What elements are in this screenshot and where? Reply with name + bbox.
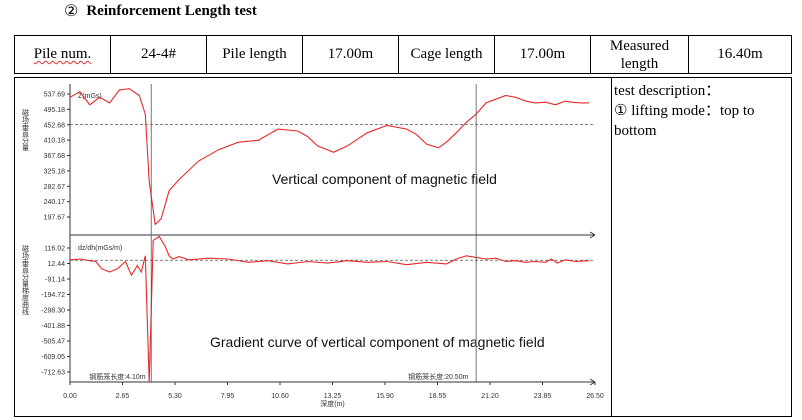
y-axis-title: 磁场垂直分量 [22,108,30,151]
series-line [69,235,590,383]
unit-label: dz/dh(mGs/m) [78,245,122,252]
pile-length-label: Pile length [206,35,303,74]
y-tick-label: -91.14 [45,277,65,284]
pile-length-value: 17.00m [302,35,399,74]
measured-length-value: 16.40m [688,35,792,74]
x-tick-label: 21.20 [481,393,499,400]
y-tick-label: -194.72 [41,292,65,299]
x-tick-label: 13.25 [324,393,342,400]
vertical-component-plot: 537.69 495.18 452.68 410.18 367.68 325.18 282.… [22,84,596,239]
y-tick-label: 12.44 [47,261,65,268]
unit-label: Z(mGs) [78,93,102,100]
result-panel: test description： ① lifting mode：top to … [14,77,792,417]
x-tick-label: 5.30 [168,393,182,400]
axis-arrow [589,231,596,239]
plot-title: Vertical component of magnetic field [272,171,497,187]
cage-length-value: 17.00m [494,35,591,74]
y-tick-label: -401.88 [41,323,65,330]
description-title: test description： [614,83,721,99]
section-heading: ② Reinforcement Length test [64,0,257,22]
section-title: Reinforcement Length test [86,2,257,19]
y-tick-label: 240.17 [44,199,66,206]
series-line [69,88,590,226]
y-tick-label: 367.68 [44,153,66,160]
x-axis-title: 深度(m) [320,399,345,408]
y-tick-label: -609.05 [41,354,65,361]
axis-arrow [589,378,596,386]
gradient-plot: 116.02 12.44 -91.14 -194.72 -298.30 -401.88 -5… [22,234,596,386]
y-tick-label: -712.63 [41,370,65,377]
x-tick-label: 15.90 [376,393,394,400]
x-tick-label: 23.85 [534,393,552,400]
panel-divider [611,78,612,416]
table-row: Pile num. 24-4# Pile length 17.00m Cage … [14,35,792,74]
y-tick-label: 452.68 [44,122,66,129]
cage-length-annotation: 钢筋笼长度:20.50m [408,372,468,381]
cage-length-label: Cage length [398,35,495,74]
measured-label-line-2: length [620,55,659,72]
plot-title: Gradient curve of vertical component of … [210,334,545,350]
depth-axis: 0.00 2.65 5.30 7.95 10.60 13.25 15.90 18.55 21.2… [63,382,604,408]
y-tick-label: 495.18 [44,107,66,114]
measured-label-line-1: Measured [609,37,670,54]
y-tick-label: -298.30 [41,308,65,315]
pile-num-value: 24-4# [110,35,207,74]
x-tick-label: 18.55 [429,393,447,400]
magnetic-field-chart: 537.69 495.18 452.68 410.18 367.68 325.18 282.… [22,84,604,408]
x-tick-label: 10.60 [271,393,289,400]
y-axis-title: 磁场垂直分量梯度曲线 [22,244,30,315]
x-tick-label: 26.50 [586,393,604,400]
test-description: test description： ① lifting mode：top to … [614,81,789,141]
y-tick-label: 116.02 [44,246,65,253]
x-tick-label: 7.95 [221,393,235,400]
pile-num-label: Pile num. [14,35,111,74]
y-tick-label: 325.18 [44,168,66,175]
pile-info-table: Pile num. 24-4# Pile length 17.00m Cage … [14,35,792,74]
y-tick-label: 410.18 [44,138,66,145]
x-tick-label: 2.65 [116,393,130,400]
cage-length-annotation: 钢筋笼长度:4.10m [89,372,146,381]
y-tick-label: 282.67 [44,184,66,191]
section-number: ② [64,3,79,20]
y-tick-label: 197.67 [44,215,66,222]
y-tick-label: 537.69 [44,92,66,99]
measured-length-label: Measured length [590,35,689,74]
description-lifting-mode: ① lifting mode：top to bottom [614,103,755,139]
y-tick-label: -505.47 [41,339,65,346]
x-tick-label: 0.00 [63,393,77,400]
